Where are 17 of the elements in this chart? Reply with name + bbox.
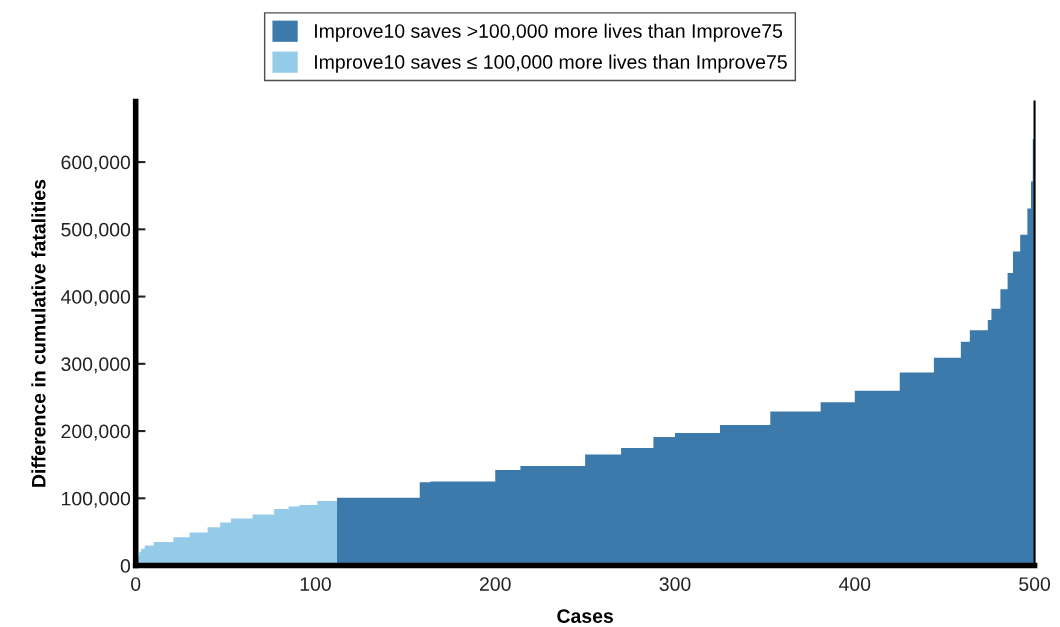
y-tick-label: 0	[120, 559, 131, 573]
y-axis-title: Difference in cumulative fatalities	[31, 179, 46, 487]
legend-label: Improve10 saves >100,000 more lives than Improve75	[315, 23, 783, 42]
x-tick-label: 200	[479, 577, 511, 591]
x-tick-label: 0	[131, 577, 141, 591]
x-tick-label: 400	[839, 577, 871, 591]
x-axis-title: Cases	[557, 609, 613, 623]
x-tick-label: 300	[659, 577, 691, 591]
legend-label: Improve10 saves ≤ 100,000 more lives than Improve75	[315, 54, 787, 73]
y-tick-label: 200,000	[61, 424, 131, 441]
x-tick-label: 100	[300, 577, 331, 591]
y-tick-label: 100,000	[62, 491, 131, 508]
y-tick-label: 600,000	[61, 155, 131, 172]
y-tick-label: 500,000	[61, 222, 131, 239]
y-tick-label: 300,000	[61, 357, 131, 374]
y-tick-label: 400,000	[60, 290, 131, 307]
x-tick-label: 500	[1019, 577, 1051, 591]
